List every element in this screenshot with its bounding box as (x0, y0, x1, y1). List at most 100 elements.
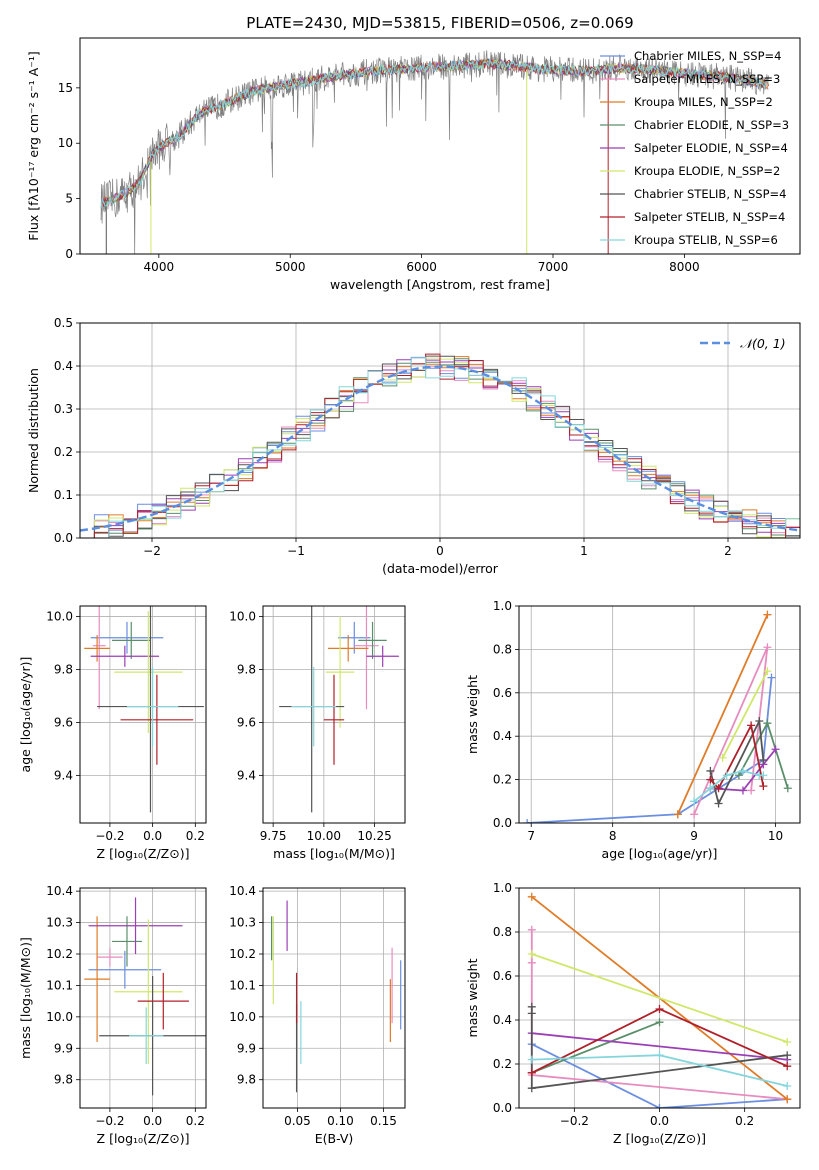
y-tick-label: 0.0 (493, 816, 512, 830)
x-tick-label: 5000 (275, 260, 306, 274)
x-tick-label: 9.75 (260, 829, 287, 843)
x-axis-label: age [log₁₀(age/yr)] (602, 846, 718, 861)
y-tick-label: 0.4 (54, 359, 73, 373)
x-tick-label: 6000 (406, 260, 437, 274)
y-tick-label: 9.4 (237, 768, 256, 782)
errorbar-point (325, 616, 355, 728)
y-tick-label: 0.4 (493, 1013, 512, 1027)
plot-area (523, 610, 792, 823)
x-axis-label: E(B-V) (315, 1131, 354, 1146)
y-tick-label: 9.8 (237, 1073, 256, 1087)
y-tick-label: 0.8 (493, 925, 512, 939)
y-tick-label: 10.3 (229, 916, 256, 930)
errorbar-point (129, 1007, 164, 1064)
weight-line (527, 677, 773, 823)
x-tick-label: 9 (690, 829, 698, 843)
legend-label: Salpeter ELODIE, N_SSP=4 (634, 141, 788, 155)
plot-area (84, 897, 206, 1096)
y-tick-label: 10.3 (46, 916, 73, 930)
y-tick-label: 9.6 (237, 715, 256, 729)
plus-marker (747, 786, 756, 795)
x-axis-label: mass [log₁₀(M/M⊙)] (273, 846, 395, 861)
y-tick-label: 0.1 (54, 488, 73, 502)
plus-marker (706, 766, 715, 775)
y-axis-label: Normed distribution (26, 368, 41, 493)
plus-marker (767, 673, 776, 682)
x-tick-label: 4000 (144, 260, 175, 274)
plot-area (80, 353, 800, 538)
y-tick-label: 15 (58, 81, 73, 95)
y-tick-label: 0.6 (493, 969, 512, 983)
x-tick-label: 0.0 (143, 1114, 162, 1128)
plus-marker (527, 1084, 536, 1093)
y-tick-label: 9.6 (54, 715, 73, 729)
y-tick-label: 10 (58, 136, 73, 150)
plus-marker (527, 925, 536, 934)
axes-frame (262, 605, 406, 824)
errorbar-point (126, 666, 179, 747)
legend-label: Salpeter MILES, N_SSP=3 (634, 72, 780, 86)
x-tick-label: 0.2 (186, 1114, 205, 1128)
errorbar-point (114, 611, 183, 734)
errorbar-point (84, 916, 110, 1042)
x-tick-label: 10.25 (357, 829, 391, 843)
x-tick-label: 0 (436, 544, 444, 558)
plus-marker (673, 810, 682, 819)
x-tick-label: −2 (143, 544, 161, 558)
legend: Chabrier MILES, N_SSP=4 Salpeter MILES, N… (600, 49, 789, 247)
plus-marker (527, 1068, 536, 1077)
y-tick-label: 0.5 (54, 316, 73, 330)
y-tick-label: 10.0 (229, 1010, 256, 1024)
axes-frame (79, 322, 801, 539)
x-tick-label: 0.05 (284, 1114, 311, 1128)
weight-line (531, 1021, 660, 1074)
plot-area (527, 892, 792, 1108)
x-tick-label: −0.2 (95, 1114, 124, 1128)
y-tick-label: 10.0 (46, 1010, 73, 1024)
normal-curve (80, 365, 800, 532)
axes-frame (79, 605, 207, 824)
errorbar-point (137, 972, 189, 1030)
y-tick-label: 0.0 (54, 531, 73, 545)
plus-marker (759, 782, 768, 791)
plus-marker (714, 784, 723, 793)
panel-massweight-vs-age: 7 8 9 10 0.0 0.2 0.4 0.6 0.8 1.0 age [log₁₀(age/yr… (465, 599, 801, 861)
model-fit-krou-stelib (100, 57, 769, 209)
axes-frame (79, 37, 801, 255)
weight-line (710, 748, 777, 792)
plus-marker (655, 1018, 664, 1027)
y-tick-label: 10.4 (229, 884, 256, 898)
plus-marker (747, 721, 756, 730)
x-tick-label: −0.2 (560, 1114, 589, 1128)
x-tick-label: 2 (724, 544, 732, 558)
legend: 𝒩(0, 1) (700, 336, 786, 351)
panel-residual-histogram: −2 −1 0 1 2 0.0 0.1 0.2 0.3 0.4 0.5 (data-model)/er… (26, 316, 801, 576)
x-tick-label: 0.10 (327, 1114, 354, 1128)
legend-label: Salpeter STELIB, N_SSP=4 (634, 210, 785, 224)
plus-marker (690, 797, 699, 806)
errorbar-point (88, 950, 162, 989)
weight-line (531, 1043, 788, 1108)
x-tick-label: 0.0 (650, 1114, 669, 1128)
panel-age-vs-Z: −0.2 0.0 0.2 9.4 9.6 9.8 10.0 Z [log₁₀(Z/Z⊙)] ag… (18, 605, 207, 861)
y-tick-label: 9.8 (237, 663, 256, 677)
plus-marker (690, 810, 699, 819)
panel-massweight-vs-Z: −0.2 0.0 0.2 0.0 0.2 0.4 0.6 0.8 1.0 Z [log₁₀(Z/Z… (465, 881, 801, 1146)
y-tick-label: 0.2 (54, 445, 73, 459)
plus-marker (722, 771, 731, 780)
plus-marker (523, 819, 532, 823)
y-axis-label: age [log₁₀(age/yr)] (18, 657, 33, 773)
x-tick-label: 0.2 (186, 829, 205, 843)
errorbar-point (112, 621, 151, 659)
x-axis-label: Z [log₁₀(Z/Z⊙)] (97, 846, 190, 861)
weight-line (531, 953, 788, 1043)
panel-age-vs-mass: 9.75 10.00 10.25 9.4 9.6 9.8 10.0 mass [log₁₀(M… (229, 605, 406, 861)
y-tick-label: 10.4 (46, 884, 73, 898)
x-tick-label: 8 (609, 829, 617, 843)
x-tick-label: −1 (287, 544, 305, 558)
y-tick-label: 9.8 (54, 1073, 73, 1087)
errorbar-point (90, 645, 160, 667)
y-tick-label: 10.1 (229, 978, 256, 992)
errorbar-point (88, 897, 183, 954)
x-axis-label: Z [log₁₀(Z/Z⊙)] (613, 1131, 706, 1146)
